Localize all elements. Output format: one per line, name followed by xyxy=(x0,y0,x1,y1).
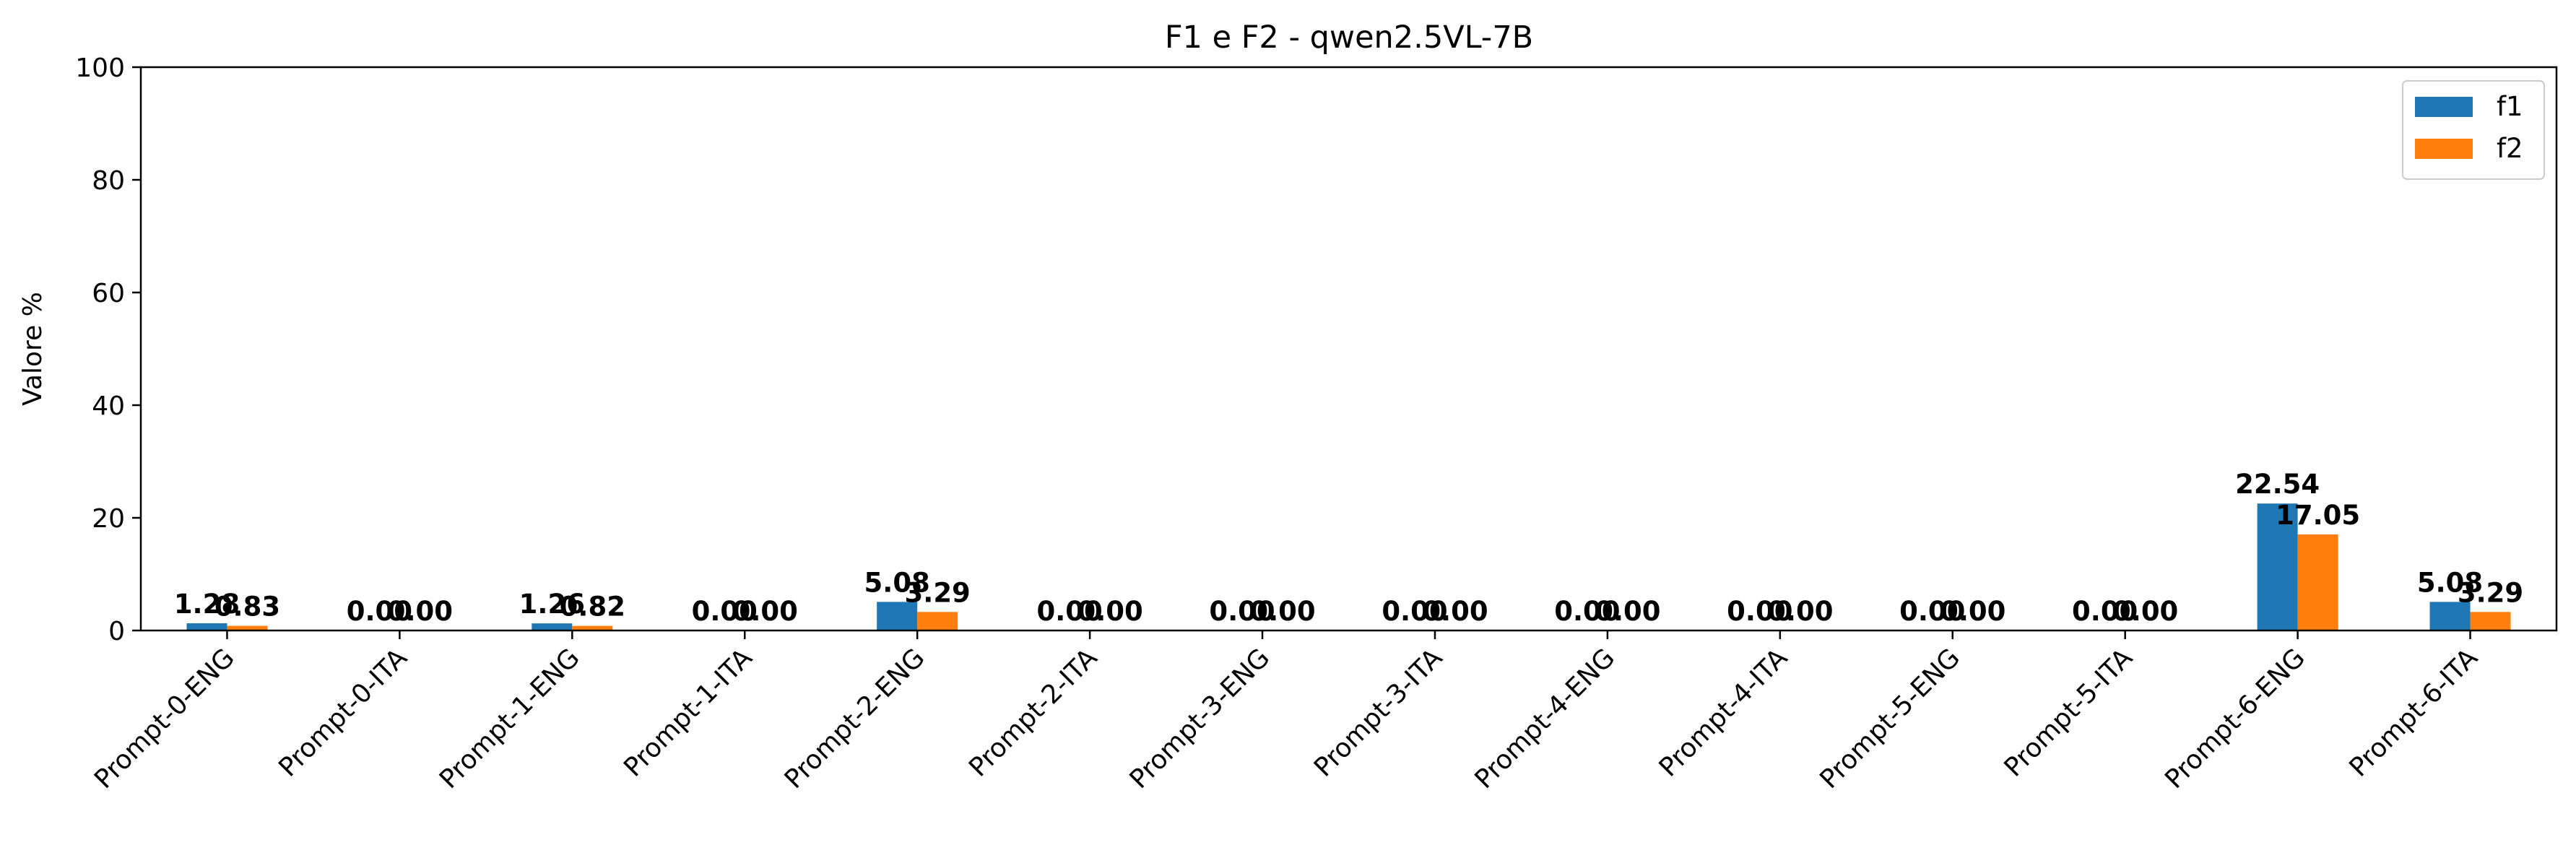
bar-f2-Prompt-2-ENG xyxy=(917,612,958,630)
x-tick-label: Prompt-5-ENG xyxy=(1814,643,1966,794)
data-label-f2-Prompt-4-ITA: 0.00 xyxy=(1767,596,1833,627)
plot-area: 1.28 0.00 1.26 0.005.080.00 0.00 0.00 0.00 0.00… xyxy=(75,53,2558,794)
y-axis-label: Valore % xyxy=(18,292,48,406)
legend-swatch-f1 xyxy=(2415,97,2473,117)
x-tick-label: Prompt-3-ENG xyxy=(1124,643,1276,794)
data-label-f1-Prompt-6-ENG: 22.54 xyxy=(2235,469,2320,500)
data-label-f2-Prompt-1-ENG: 0.82 xyxy=(560,592,625,623)
data-label-f1-Prompt-0-ENG: 1.28 xyxy=(174,589,240,620)
x-tick-label: Prompt-4-ITA xyxy=(1654,643,1794,783)
data-label-f1-Prompt-0-ITA: 0.00 xyxy=(347,596,412,627)
data-label-f1-Prompt-5-ITA: 0.00 xyxy=(2072,596,2138,627)
bar-f2-Prompt-6-ENG xyxy=(2297,534,2338,630)
data-label-f2-Prompt-3-ITA: 0.00 xyxy=(1422,596,1488,627)
bar-f1-Prompt-6-ITA xyxy=(2429,602,2471,630)
x-tick-label: Prompt-5-ITA xyxy=(1999,643,2139,783)
x-tick-label: Prompt-0-ENG xyxy=(89,643,240,794)
bar-f2-Prompt-0-ENG xyxy=(227,625,268,630)
data-label-f2-Prompt-3-ENG: 0.00 xyxy=(1249,596,1315,627)
data-label-f1-Prompt-3-ENG: 0.00 xyxy=(1209,596,1275,627)
y-tick-label: 60 xyxy=(92,279,125,308)
x-tick-label: Prompt-2-ENG xyxy=(779,643,931,794)
bar-f1-Prompt-2-ENG xyxy=(877,602,918,630)
x-tick-label: Prompt-6-ENG xyxy=(2159,643,2311,794)
data-label-f2-Prompt-6-ITA: 3.29 xyxy=(2458,577,2523,608)
axes-frame xyxy=(139,66,2558,632)
data-label-f1-Prompt-5-ENG: 0.00 xyxy=(1899,596,1965,627)
data-label-f2-Prompt-2-ITA: 0.00 xyxy=(1077,596,1142,627)
data-label-f1-Prompt-4-ENG: 0.00 xyxy=(1554,596,1620,627)
x-tick-label: Prompt-6-ITA xyxy=(2344,643,2484,783)
y-tick-label: 40 xyxy=(92,391,125,421)
bar-f2-Prompt-1-ENG xyxy=(572,625,613,630)
legend-label-f1: f1 xyxy=(2497,91,2523,122)
data-label-f1-Prompt-2-ITA: 0.00 xyxy=(1036,596,1102,627)
data-label-f1-Prompt-3-ITA: 0.00 xyxy=(1382,596,1447,627)
y-tick-label: 0 xyxy=(108,617,125,646)
legend-swatch-f2 xyxy=(2415,139,2473,159)
chart-title: F1 e F2 - qwen2.5VL-7B xyxy=(1165,20,1533,56)
data-label-f2-Prompt-5-ENG: 0.00 xyxy=(1940,596,2005,627)
data-label-f1-Prompt-2-ENG: 5.08 xyxy=(864,567,930,598)
x-tick-label: Prompt-3-ITA xyxy=(1309,643,1449,783)
x-tick-label: Prompt-2-ITA xyxy=(963,643,1103,783)
bar-f2-Prompt-6-ITA xyxy=(2470,612,2511,630)
data-label-f1-Prompt-1-ENG: 1.26 xyxy=(519,589,585,620)
data-label-f1-Prompt-1-ITA: 0.00 xyxy=(692,596,758,627)
y-tick-label: 80 xyxy=(92,166,125,196)
data-label-f2-Prompt-0-ENG: 0.83 xyxy=(214,592,280,623)
bar-f1-Prompt-6-ENG xyxy=(2257,503,2298,630)
x-tick-label: Prompt-1-ENG xyxy=(434,643,586,794)
data-label-f2-Prompt-6-ENG: 17.05 xyxy=(2276,500,2360,531)
data-label-f1-Prompt-6-ITA: 5.08 xyxy=(2417,567,2483,598)
x-tick-label: Prompt-0-ITA xyxy=(273,643,413,783)
x-tick-label: Prompt-1-ITA xyxy=(618,643,758,783)
y-tick-label: 100 xyxy=(75,53,125,83)
data-label-f2-Prompt-2-ENG: 3.29 xyxy=(905,577,971,608)
y-tick-label: 20 xyxy=(92,504,125,534)
legend-label-f2: f2 xyxy=(2497,133,2523,164)
data-label-f2-Prompt-1-ITA: 0.00 xyxy=(732,596,798,627)
legend-box xyxy=(2402,80,2545,180)
x-tick-label: Prompt-4-ENG xyxy=(1470,643,1621,794)
data-label-f2-Prompt-4-ENG: 0.00 xyxy=(1595,596,1660,627)
data-label-f1-Prompt-4-ITA: 0.00 xyxy=(1727,596,1792,627)
bar-f1-Prompt-0-ENG xyxy=(186,623,227,630)
data-label-f2-Prompt-5-ITA: 0.00 xyxy=(2112,596,2178,627)
bar-f1-Prompt-1-ENG xyxy=(532,623,573,630)
data-label-f2-Prompt-0-ITA: 0.00 xyxy=(387,596,453,627)
